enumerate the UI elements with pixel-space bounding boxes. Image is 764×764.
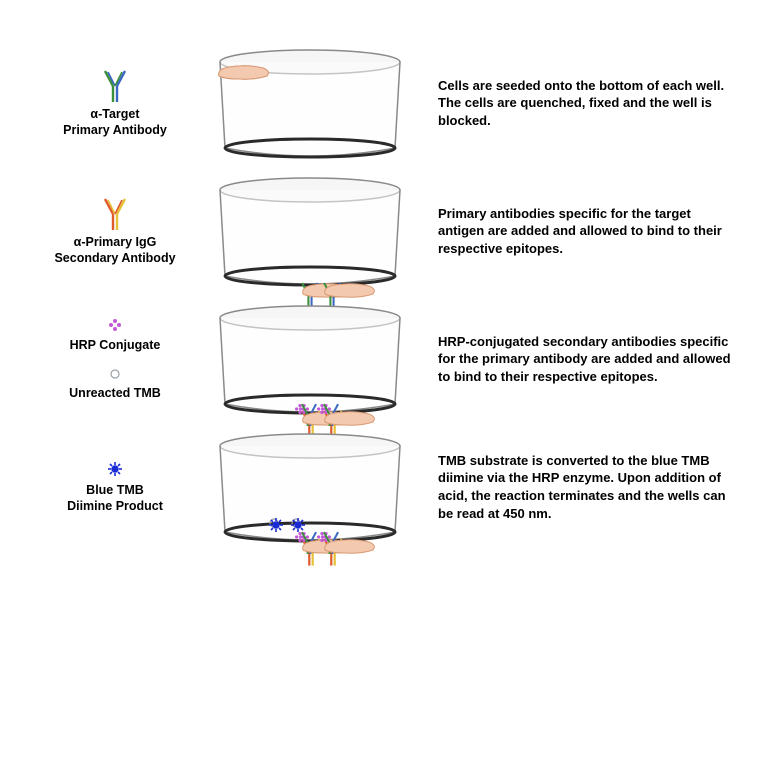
well-step-1	[200, 48, 420, 158]
legend-primary-label: α-TargetPrimary Antibody	[63, 106, 167, 139]
cell-icon	[321, 408, 377, 426]
legend-hrp: HRP Conjugate	[70, 317, 161, 353]
step-2-description: Primary antibodies specific for the targ…	[420, 205, 734, 258]
blue-tmb-icon	[291, 518, 305, 532]
legend-blue-tmb-label: Blue TMBDiimine Product	[67, 482, 163, 515]
step-1-row: α-TargetPrimary Antibody Cells are seede…	[30, 48, 734, 158]
cell-icon	[321, 280, 377, 298]
well-step-4	[200, 432, 420, 542]
cell-icon	[321, 536, 377, 554]
legend-hrp-label: HRP Conjugate	[70, 337, 161, 353]
step-3-row: HRP Conjugate Unreacted TMB	[30, 304, 734, 414]
step-3-description: HRP-conjugated secondary antibodies spec…	[420, 333, 734, 386]
legend-col-3: HRP Conjugate Unreacted TMB	[30, 317, 200, 402]
legend-blue-tmb: Blue TMBDiimine Product	[30, 460, 200, 515]
step-4-description: TMB substrate is converted to the blue T…	[420, 452, 734, 522]
hrp-conjugate-icon	[109, 317, 121, 333]
step-4-row: Blue TMBDiimine Product	[30, 432, 734, 542]
legend-unreacted-label: Unreacted TMB	[69, 385, 161, 401]
well-step-3	[200, 304, 420, 414]
legend-secondary-antibody: α-Primary IgGSecondary Antibody	[30, 196, 200, 267]
cell-icon	[215, 62, 271, 80]
legend-primary-antibody: α-TargetPrimary Antibody	[30, 68, 200, 139]
well-step-2	[200, 176, 420, 286]
legend-unreacted-tmb: Unreacted TMB	[69, 367, 161, 401]
blue-tmb-icon	[108, 460, 122, 478]
primary-antibody-icon	[101, 68, 129, 102]
secondary-antibody-icon	[101, 196, 129, 230]
blue-tmb-icon	[269, 518, 283, 532]
unreacted-tmb-icon	[110, 367, 120, 381]
step-1-description: Cells are seeded onto the bottom of each…	[420, 77, 734, 130]
step-2-row: α-Primary IgGSecondary Antibody	[30, 176, 734, 286]
legend-secondary-label: α-Primary IgGSecondary Antibody	[54, 234, 175, 267]
